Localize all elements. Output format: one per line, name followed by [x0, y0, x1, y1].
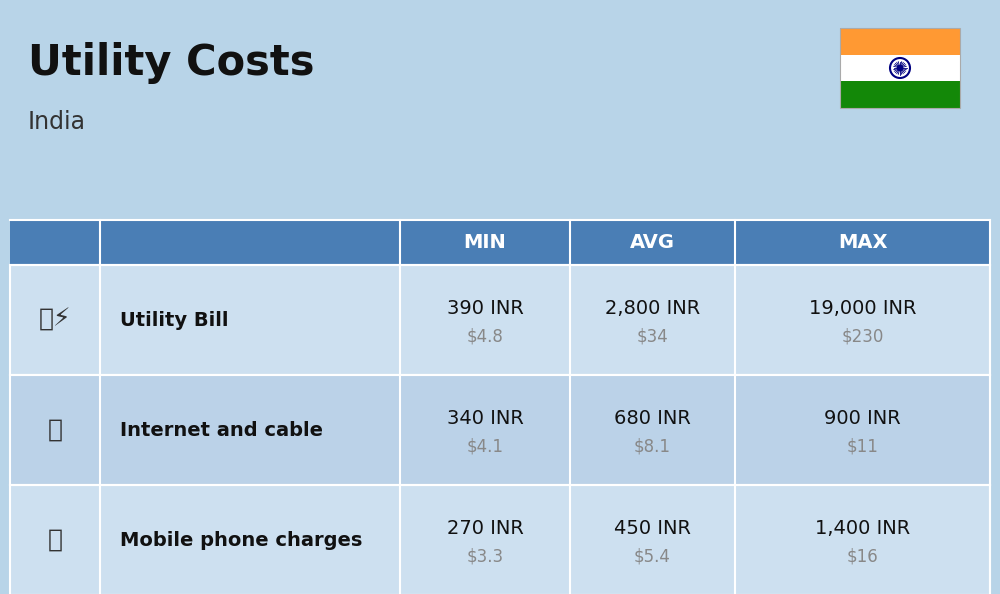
Text: Utility Bill: Utility Bill — [120, 311, 228, 330]
Bar — [840, 55, 960, 81]
Text: 📱: 📱 — [48, 528, 62, 552]
Text: MAX: MAX — [838, 233, 887, 252]
Text: 📡: 📡 — [48, 418, 62, 442]
Text: $16: $16 — [847, 547, 878, 565]
Text: $4.1: $4.1 — [466, 437, 504, 455]
Text: $230: $230 — [841, 327, 884, 345]
Text: 390 INR: 390 INR — [447, 299, 523, 318]
Text: $4.8: $4.8 — [467, 327, 503, 345]
Text: MIN: MIN — [464, 233, 506, 252]
Bar — [10, 375, 990, 485]
Bar — [840, 28, 960, 55]
Text: India: India — [28, 110, 86, 134]
Bar — [840, 81, 960, 108]
Text: Mobile phone charges: Mobile phone charges — [120, 530, 362, 549]
Text: Internet and cable: Internet and cable — [120, 421, 323, 440]
Text: 270 INR: 270 INR — [447, 519, 523, 538]
Text: $3.3: $3.3 — [466, 547, 504, 565]
Text: $11: $11 — [847, 437, 878, 455]
Text: $5.4: $5.4 — [634, 547, 671, 565]
Text: 1,400 INR: 1,400 INR — [815, 519, 910, 538]
Bar — [10, 485, 990, 594]
Circle shape — [898, 65, 902, 71]
Text: $8.1: $8.1 — [634, 437, 671, 455]
Text: 900 INR: 900 INR — [824, 409, 901, 428]
Text: AVG: AVG — [630, 233, 675, 252]
Text: 2,800 INR: 2,800 INR — [605, 299, 700, 318]
Text: 19,000 INR: 19,000 INR — [809, 299, 916, 318]
Text: 🔧⚡: 🔧⚡ — [39, 308, 71, 332]
Text: 680 INR: 680 INR — [614, 409, 691, 428]
Text: 340 INR: 340 INR — [447, 409, 523, 428]
Bar — [840, 28, 960, 108]
Text: 450 INR: 450 INR — [614, 519, 691, 538]
Bar — [10, 265, 990, 375]
Text: Utility Costs: Utility Costs — [28, 42, 314, 84]
Text: $34: $34 — [637, 327, 668, 345]
Bar — [10, 220, 990, 265]
